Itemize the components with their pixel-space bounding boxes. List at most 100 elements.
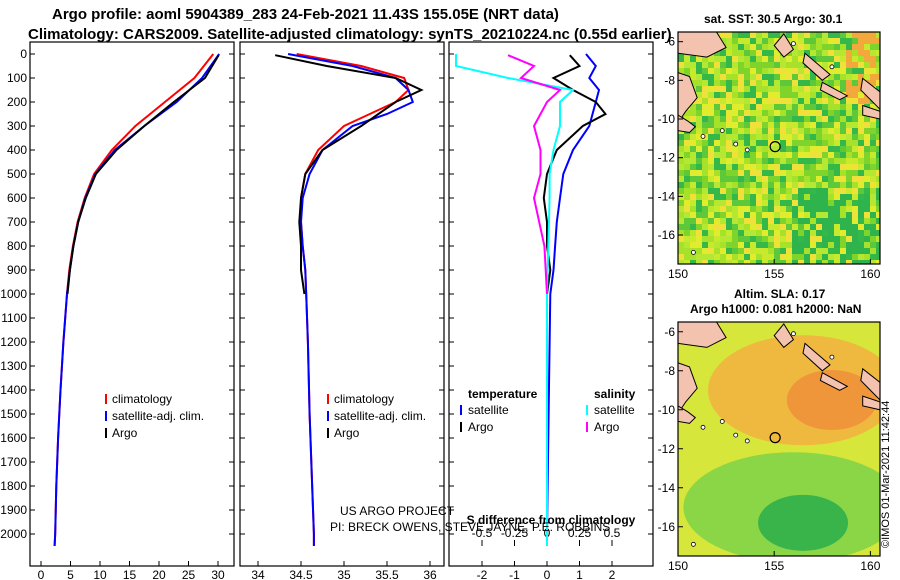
sst-cell <box>816 158 822 164</box>
sst-cell <box>870 200 876 206</box>
footer-project: US ARGO PROJECT <box>340 504 455 518</box>
sst-cell <box>858 146 864 152</box>
sst-cell <box>774 164 780 170</box>
sst-cell <box>702 128 708 134</box>
sst-cell <box>696 92 702 98</box>
sst-cell <box>702 152 708 158</box>
sst-cell <box>822 158 828 164</box>
sst-cell <box>774 122 780 128</box>
sst-cell <box>768 68 774 74</box>
sst-cell <box>828 152 834 158</box>
sst-cell <box>864 176 870 182</box>
sst-cell <box>798 230 804 236</box>
sst-cell <box>702 182 708 188</box>
sst-cell <box>780 164 786 170</box>
sst-cell <box>834 248 840 254</box>
sst-cell <box>762 158 768 164</box>
sst-cell <box>696 206 702 212</box>
sst-cell <box>702 254 708 260</box>
sst-cell <box>768 44 774 50</box>
sst-cell <box>774 32 780 38</box>
sst-cell <box>744 38 750 44</box>
temp-tick-label: 30 <box>211 568 225 580</box>
sal-legend-label: Argo <box>334 426 360 440</box>
sst-cell <box>828 146 834 152</box>
sst-cell <box>840 74 846 80</box>
diff-series-satellite_adj <box>546 53 601 535</box>
sst-cell <box>804 98 810 104</box>
sst-cell <box>768 128 774 134</box>
sst-cell <box>756 230 762 236</box>
sst-lat-label: -6 <box>664 35 675 49</box>
sla-map-subtitle: Argo h1000: 0.081 h2000: NaN <box>690 302 862 316</box>
sst-cell <box>756 116 762 122</box>
sst-cell <box>750 152 756 158</box>
sst-cell <box>816 236 822 242</box>
sst-cell <box>804 194 810 200</box>
sst-cell <box>852 32 858 38</box>
sst-cell <box>744 152 750 158</box>
sst-cell <box>744 194 750 200</box>
land-mass <box>678 362 698 415</box>
tdiff-legend-label: satellite <box>468 403 509 417</box>
sst-cell <box>738 128 744 134</box>
sst-cell <box>816 200 822 206</box>
sst-cell <box>750 170 756 176</box>
sst-cell <box>738 200 744 206</box>
sal-series-argo <box>274 54 424 295</box>
sst-cell <box>876 38 880 44</box>
sst-cell <box>846 74 852 80</box>
sst-cell <box>852 218 858 224</box>
sst-cell <box>792 188 798 194</box>
sst-cell <box>738 176 744 182</box>
sst-cell <box>726 242 732 248</box>
sst-cell <box>678 242 684 248</box>
sst-cell <box>684 146 690 152</box>
temp-tick-label: 5 <box>67 568 74 580</box>
sst-cell <box>702 68 708 74</box>
sst-cell <box>756 56 762 62</box>
figure-title-line2: Climatology: CARS2009. Satellite-adjuste… <box>28 26 672 43</box>
sst-cell <box>858 230 864 236</box>
sst-cell <box>786 242 792 248</box>
sst-cell <box>798 116 804 122</box>
land-mass <box>819 371 849 391</box>
sst-cell <box>864 230 870 236</box>
sst-cell <box>720 92 726 98</box>
sst-cell <box>732 116 738 122</box>
sst-cell <box>840 134 846 140</box>
reef-island <box>829 64 835 70</box>
sst-cell <box>810 140 816 146</box>
sst-cell <box>762 50 768 56</box>
sst-cell <box>750 32 756 38</box>
sst-cell <box>726 122 732 128</box>
sst-cell <box>738 212 744 218</box>
sdiff-axis-label: S difference from climatology <box>467 513 636 527</box>
sst-cell <box>690 188 696 194</box>
sst-cell <box>750 194 756 200</box>
sla-argo-marker <box>769 432 781 444</box>
sst-cell <box>804 146 810 152</box>
sst-cell <box>798 242 804 248</box>
sst-cell <box>816 212 822 218</box>
sst-cell <box>786 236 792 242</box>
sst-cell <box>876 134 880 140</box>
sst-cell <box>744 104 750 110</box>
sst-cell <box>810 254 816 260</box>
sst-cell <box>792 140 798 146</box>
sst-cell <box>726 182 732 188</box>
sst-cell <box>852 242 858 248</box>
sst-cell <box>690 62 696 68</box>
sst-cell <box>834 176 840 182</box>
sst-cell <box>852 128 858 134</box>
sst-cell <box>738 116 744 122</box>
sst-cell <box>750 62 756 68</box>
sst-cell <box>870 80 876 86</box>
sst-cell <box>750 242 756 248</box>
depth-tick-label: 700 <box>7 215 27 229</box>
sst-cell <box>702 86 708 92</box>
sst-cell <box>852 74 858 80</box>
sst-cell <box>780 152 786 158</box>
sst-cell <box>678 188 684 194</box>
footer-pi: PI: BRECK OWENS, STEVE JAYNE, P.E. ROBBI… <box>330 520 611 534</box>
